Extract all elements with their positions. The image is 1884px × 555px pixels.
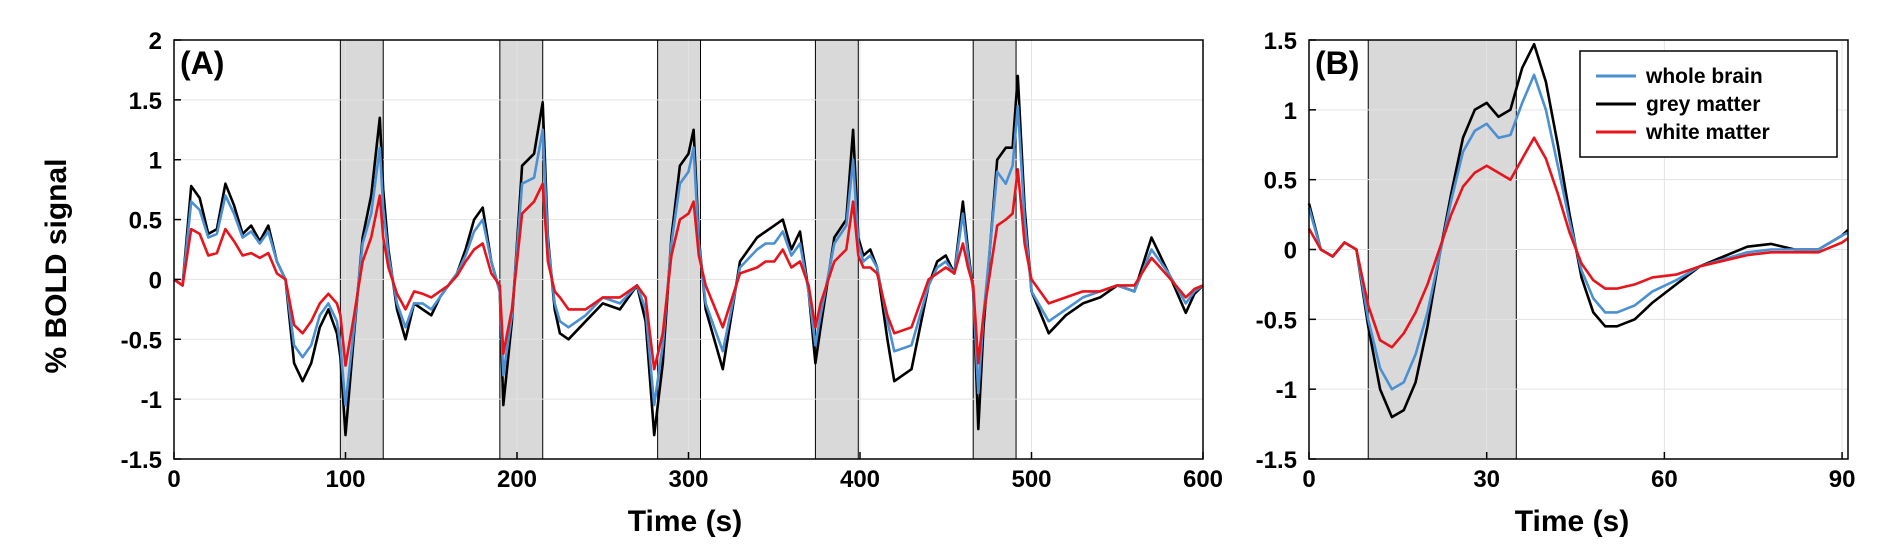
- y-tick-label: -1: [1276, 377, 1297, 404]
- panel-b: Time (s) 0 30 60 90 -1.5 -1 -0.5 0 0.5 1 1.5 (B) who…: [1256, 28, 1856, 538]
- panel-label-b: (B): [1315, 45, 1359, 81]
- legend-entry: whole brain: [1645, 65, 1763, 88]
- legend: whole brain grey matter white matter: [1579, 50, 1838, 158]
- stimulus-block: [499, 39, 544, 460]
- y-tick-label: 1.5: [129, 88, 162, 115]
- series-line-grey-matter: [173, 74, 1204, 437]
- x-tick-label: 600: [1183, 466, 1223, 493]
- series-line-white-matter: [173, 168, 1204, 371]
- y-tick-label: 0: [149, 267, 162, 294]
- y-tick-label: 1: [1284, 98, 1297, 125]
- y-tick-label: 0.5: [1264, 168, 1297, 195]
- x-axis-label-a: Time (s): [628, 505, 742, 538]
- x-tick-label: 30: [1473, 466, 1500, 493]
- panel-a: % BOLD signal Time (s) 0 100 200 300 400 500 6…: [40, 28, 1223, 538]
- y-tick-label: -1: [141, 387, 162, 414]
- y-tick-label: 1.5: [1264, 28, 1297, 55]
- stimulus-block: [657, 39, 702, 460]
- y-tick-label: 0: [1284, 238, 1297, 265]
- x-tick-label: 400: [840, 466, 880, 493]
- x-tick-label: 0: [167, 466, 180, 493]
- y-tick-label: -0.5: [121, 327, 162, 354]
- y-tick-label: -0.5: [1256, 307, 1297, 334]
- y-tick-label: -1.5: [121, 447, 162, 474]
- series-line-grey-matter: [1307, 42, 1849, 419]
- legend-entry: grey matter: [1646, 93, 1760, 116]
- legend-box: [1579, 50, 1838, 158]
- series-line-whole-brain: [173, 104, 1204, 407]
- stimulus-block: [814, 39, 859, 460]
- x-tick-label: 200: [497, 466, 537, 493]
- x-tick-label: 60: [1651, 466, 1678, 493]
- y-tick-label: -1.5: [1256, 447, 1297, 474]
- y-tick-label: 1: [149, 148, 162, 175]
- x-tick-label: 500: [1011, 466, 1051, 493]
- y-axis-label: % BOLD signal: [40, 158, 73, 373]
- y-tick-label: 2: [149, 28, 162, 55]
- x-axis-label-b: Time (s): [1515, 505, 1629, 538]
- series-line-white-matter: [1307, 136, 1849, 349]
- x-tick-label: 90: [1829, 466, 1856, 493]
- legend-entry: white matter: [1645, 121, 1770, 144]
- x-tick-label: 0: [1302, 466, 1315, 493]
- x-tick-label: 300: [668, 466, 708, 493]
- panel-label-a: (A): [180, 45, 224, 81]
- y-tick-label: 0.5: [129, 208, 162, 235]
- x-tick-label: 100: [325, 466, 365, 493]
